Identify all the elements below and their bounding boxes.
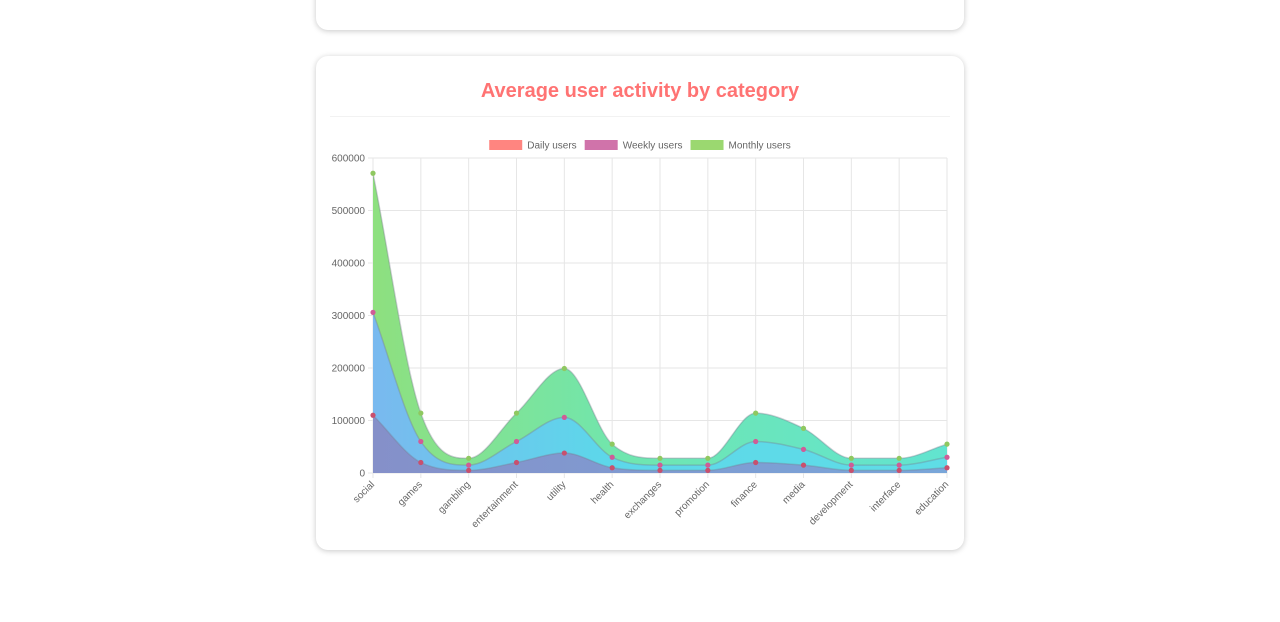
area-daily-users — [373, 415, 947, 473]
point-weekly-users — [609, 454, 615, 460]
area-monthly-users — [373, 173, 947, 473]
point-weekly-users — [753, 438, 759, 445]
x-tick-label: entertainment — [470, 479, 521, 530]
y-tick-label: 500000 — [332, 206, 366, 217]
legend-swatch-daily-users — [489, 140, 523, 150]
point-monthly-users — [753, 410, 759, 416]
area-weekly-users — [373, 312, 947, 473]
point-weekly-users — [657, 462, 663, 468]
series-points — [370, 170, 950, 473]
point-weekly-users — [896, 462, 902, 468]
x-tick-label: utility — [545, 479, 569, 503]
area-chart: 0 100000 200000 300000 400000 500000 600000 soc… — [332, 140, 951, 530]
point-daily-users — [753, 459, 759, 466]
x-tick-label: media — [781, 479, 808, 506]
point-monthly-users — [800, 425, 807, 431]
point-monthly-users — [944, 441, 950, 447]
point-weekly-users — [418, 438, 424, 445]
point-daily-users — [418, 459, 424, 466]
title-divider — [330, 116, 950, 117]
point-daily-users — [705, 467, 711, 473]
x-tick-label: games — [396, 479, 425, 508]
point-weekly-users — [944, 454, 950, 460]
x-tick-label: social — [351, 479, 377, 505]
point-monthly-users — [418, 410, 424, 416]
point-weekly-users — [705, 462, 711, 468]
point-daily-users — [513, 459, 520, 466]
legend-swatch-weekly-users — [584, 140, 618, 150]
point-monthly-users — [466, 455, 472, 461]
legend-label-weekly-users: Weekly users — [623, 141, 683, 152]
x-tick-label: health — [589, 479, 616, 506]
point-daily-users — [561, 450, 567, 456]
point-daily-users — [370, 412, 376, 418]
point-daily-users — [848, 467, 854, 473]
grid — [368, 157, 948, 478]
point-weekly-users — [370, 309, 376, 315]
point-daily-users — [896, 467, 902, 473]
point-daily-users — [466, 467, 472, 473]
legend-label-daily-users: Daily users — [527, 141, 576, 152]
legend-swatch-monthly-users — [690, 140, 724, 150]
point-weekly-users — [466, 462, 472, 468]
x-tick-label: gambling — [436, 479, 472, 515]
previous-chart-card — [316, 0, 964, 30]
x-tick-label: development — [807, 479, 855, 527]
y-tick-label: 0 — [359, 469, 365, 480]
point-monthly-users — [896, 455, 902, 461]
x-tick-label: education — [913, 479, 951, 517]
x-tick-label: exchanges — [622, 479, 664, 521]
point-daily-users — [657, 467, 663, 473]
point-weekly-users — [513, 438, 520, 445]
point-monthly-users — [705, 455, 711, 461]
chart-card: Average user activity by category 0 10000… — [316, 56, 964, 550]
y-tick-label: 400000 — [332, 259, 366, 270]
x-tick-label: finance — [729, 479, 760, 510]
y-tick-label: 600000 — [332, 154, 366, 165]
point-monthly-users — [848, 455, 854, 461]
point-weekly-users — [561, 414, 567, 420]
point-daily-users — [800, 462, 807, 468]
point-weekly-users — [848, 462, 854, 468]
point-daily-users — [944, 465, 950, 471]
point-monthly-users — [561, 365, 567, 372]
chart-title: Average user activity by category — [480, 80, 800, 102]
point-monthly-users — [657, 455, 663, 461]
legend: Daily users Weekly users Monthly users — [489, 140, 791, 152]
x-tick-label: interface — [868, 479, 903, 514]
point-monthly-users — [370, 170, 376, 176]
point-weekly-users — [800, 446, 807, 452]
y-tick-label: 100000 — [332, 416, 366, 427]
x-tick-label: promotion — [673, 479, 712, 518]
point-monthly-users — [513, 410, 520, 416]
point-daily-users — [609, 465, 615, 471]
y-tick-label: 200000 — [332, 364, 366, 375]
line-monthly-users — [372, 173, 948, 460]
legend-label-monthly-users: Monthly users — [729, 141, 791, 152]
y-tick-label: 300000 — [332, 311, 366, 322]
point-monthly-users — [609, 441, 615, 447]
